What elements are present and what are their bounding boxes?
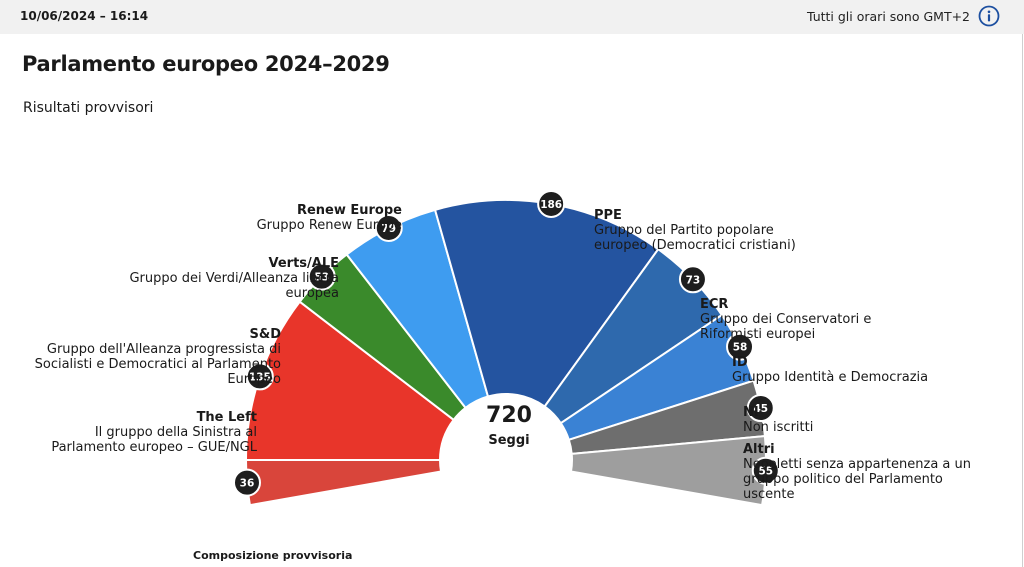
center-disk [441, 395, 571, 525]
slice-ppe[interactable] [433, 199, 660, 408]
group-full-name: Gruppo Renew Europe [256, 218, 402, 233]
group-full-name: Gruppo dei Conservatori e Riformisti eur… [700, 312, 872, 342]
label-renew: Renew Europe Gruppo Renew Europe [257, 203, 402, 233]
seat-count: 45 [753, 403, 768, 415]
label-verts: Verts/ALE Gruppo dei Verdi/Alleanza libe… [99, 256, 339, 301]
seat-count: 186 [540, 199, 562, 211]
group-full-name: Il gruppo della Sinistra al Parlamento e… [51, 425, 257, 455]
seat-count: 58 [733, 342, 748, 354]
slice-s-d[interactable] [244, 300, 456, 461]
page-subtitle: Risultati provvisori [23, 100, 154, 116]
group-name: ID [732, 355, 748, 370]
seat-badge: 55 [751, 456, 780, 485]
group-name: ECR [700, 297, 729, 312]
slice-ecr[interactable] [543, 247, 724, 425]
total-seats: 720 [486, 403, 532, 428]
seat-badge: 73 [678, 265, 707, 294]
seat-count: 135 [249, 371, 271, 383]
seat-badge: 58 [726, 332, 755, 361]
label-ni: NI Non iscritti [743, 405, 943, 435]
group-full-name: Gruppo dei Verdi/Alleanza libera europea [129, 271, 339, 301]
group-name: Altri [743, 442, 775, 457]
timestamp: 10/06/2024 – 16:14 [20, 9, 149, 23]
seat-count: 55 [758, 466, 773, 478]
footer-note: Composizione provvisoria [193, 549, 353, 562]
slice-altri[interactable] [569, 434, 767, 507]
seat-count: 36 [240, 478, 255, 490]
seat-badge: 79 [374, 213, 403, 242]
top-bar: 10/06/2024 – 16:14 Tutti gli orari sono … [0, 0, 1024, 34]
slice-the-left[interactable] [244, 459, 443, 507]
group-name: NI [743, 405, 759, 420]
group-full-name: Non iscritti [743, 420, 814, 435]
total-label: Seggi [488, 433, 529, 448]
seat-badge: 53 [307, 262, 336, 291]
page-title: Parlamento europeo 2024–2029 [22, 52, 390, 76]
group-full-name: Neoeletti senza appartenenza a un gruppo… [743, 457, 972, 502]
label-id: ID Gruppo Identità e Democrazia [732, 355, 992, 385]
seat-badge: 36 [232, 468, 261, 497]
seat-badge: 45 [746, 394, 775, 423]
group-name: Renew Europe [296, 203, 402, 218]
timezone-note: Tutti gli orari sono GMT+2 [806, 9, 970, 24]
group-name: S&D [249, 327, 282, 342]
info-icon[interactable] [978, 5, 1000, 27]
seat-count: 73 [686, 274, 701, 286]
label-sd: S&D Gruppo dell'Alleanza progressista di… [11, 327, 281, 387]
group-name: Verts/ALE [268, 256, 339, 271]
group-full-name: Gruppo Identità e Democrazia [732, 370, 929, 385]
seat-count: 53 [314, 272, 329, 284]
label-ecr: ECR Gruppo dei Conservatori e Riformisti… [700, 297, 900, 342]
seat-count: 79 [381, 223, 396, 235]
slice-renew-europe[interactable] [345, 208, 490, 410]
group-full-name: Gruppo dell'Alleanza progressista di Soc… [34, 342, 281, 387]
group-name: The Left [196, 410, 257, 425]
label-ppe: PPE Gruppo del Partito popolare europeo … [594, 208, 824, 253]
group-full-name: Gruppo del Partito popolare europeo (Dem… [594, 223, 796, 253]
label-left: The Left Il gruppo della Sinistra al Par… [17, 410, 257, 455]
label-altri: Altri Neoeletti senza appartenenza a un … [743, 442, 993, 502]
seat-badge: 135 [245, 362, 274, 391]
group-name: PPE [594, 208, 622, 223]
seat-badge: 186 [537, 189, 566, 218]
